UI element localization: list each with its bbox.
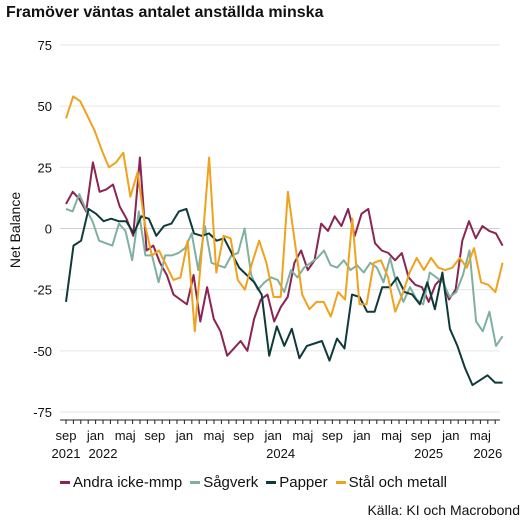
- legend-label: Andra icke-mmp: [73, 474, 183, 491]
- x-tick-label: jan: [175, 428, 193, 443]
- x-year-label: 2026: [473, 446, 502, 461]
- y-tick-label: -50: [33, 344, 52, 359]
- source-note: Källa: KI och Macrobond: [367, 502, 520, 518]
- series-lines: [65, 95, 504, 387]
- x-tick-label: maj: [115, 428, 136, 443]
- series-line: [65, 193, 504, 347]
- legend-item: Sågverk: [190, 474, 258, 491]
- x-tick-label: sep: [411, 428, 432, 443]
- x-tick-label: jan: [352, 428, 370, 443]
- y-tick-label: 50: [38, 99, 52, 114]
- legend-swatch: [60, 481, 70, 484]
- legend-item: Papper: [266, 474, 328, 491]
- legend: Andra icke-mmp Sågverk Papper Stål och meta…: [60, 474, 447, 491]
- x-year-label: 2021: [52, 446, 81, 461]
- series-line: [65, 207, 503, 387]
- legend-item: Stål och metall: [335, 474, 447, 491]
- x-tick-label: jan: [86, 428, 104, 443]
- series-line: [65, 95, 504, 333]
- y-tick-label: -75: [33, 405, 52, 420]
- series-line: [65, 156, 504, 357]
- x-tick-label: jan: [264, 428, 282, 443]
- legend-swatch: [190, 481, 201, 484]
- x-tick-label: sep: [233, 428, 254, 443]
- x-year-label: 2025: [414, 446, 443, 461]
- x-year-label: 2022: [89, 446, 118, 461]
- x-tick-label: maj: [470, 428, 491, 443]
- y-axis-label: Net Balance: [7, 192, 23, 268]
- y-tick-label: 25: [38, 160, 52, 175]
- legend-swatch: [266, 481, 277, 484]
- x-tick-label: sep: [322, 428, 343, 443]
- legend-swatch: [335, 481, 346, 484]
- legend-label: Stål och metall: [348, 474, 447, 491]
- legend-label: Papper: [279, 474, 328, 491]
- y-tick-label: 75: [38, 38, 52, 53]
- y-gridlines: [60, 44, 500, 413]
- chart-title: Framöver väntas antalet anställda minska: [6, 4, 324, 21]
- y-tick-label: -25: [33, 283, 52, 298]
- x-year-label: 2024: [266, 446, 295, 461]
- x-tick-label: maj: [292, 428, 313, 443]
- y-axis-ticks: 75 50 25 0 -25 -50 -75: [33, 38, 52, 420]
- x-tick-label: sep: [56, 428, 77, 443]
- x-axis: sep jan maj sep jan maj sep jan maj sep jan maj sep j…: [52, 419, 502, 461]
- legend-label: Sågverk: [203, 474, 259, 491]
- x-tick-label: maj: [381, 428, 402, 443]
- y-tick-label: 0: [45, 222, 52, 237]
- x-tick-label: sep: [144, 428, 165, 443]
- legend-item: Andra icke-mmp: [60, 474, 182, 491]
- x-tick-label: jan: [441, 428, 459, 443]
- x-tick-label: maj: [204, 428, 225, 443]
